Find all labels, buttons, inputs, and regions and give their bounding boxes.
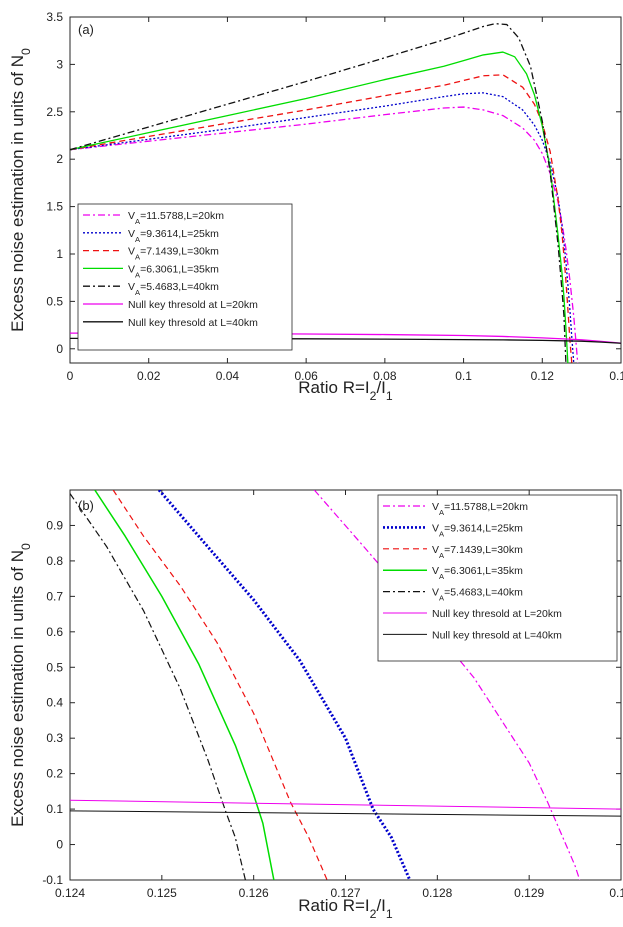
legend-label-main: V [432,565,439,577]
legend: VA=11.5788,L=20kmVA=9.3614,L=25kmVA=7.14… [378,495,617,661]
series-line-2 [159,490,410,880]
x-axis-label-part: /I [376,896,385,915]
y-tick-label: 0.5 [46,294,63,308]
panel-a: 0 0.02 0.04 0.06 0.08 0.1 0.12 0.14 0 0.5 1 1.5 2 2.5… [8,10,623,403]
x-axis-label-part: Ratio R=I [298,896,369,915]
y-axis-label: Excess noise estimation in units of N0 [8,543,33,827]
y-tick-label: 2 [56,152,63,166]
y-tick-label: 3.5 [46,10,63,24]
y-tick-label: 0.8 [46,554,63,568]
legend-label-main: V [128,228,135,240]
x-tick-label: 0.04 [216,369,240,383]
y-tick-label: 2.5 [46,105,63,119]
legend-label-rest: =6.3061,L=35km [140,263,219,275]
series-line-3 [113,490,327,880]
x-tick-label: 0 [67,369,74,383]
y-axis-label: Excess noise estimation in units of N0 [8,48,33,332]
legend-label-main: Null key thresold at L=20km [432,608,562,620]
legend-label-main: V [128,281,135,293]
panel-label: (b) [78,498,94,513]
x-tick-label: 0.129 [514,886,544,900]
legend-label-rest: =6.3061,L=35km [444,565,523,577]
x-axis-label-part: 1 [386,389,393,403]
x-tick-label: 0.12 [531,369,555,383]
series-line-6 [70,800,621,809]
y-tick-label: 0 [56,342,63,356]
x-axis-label-part: 1 [386,907,393,921]
y-axis-label-part: 0 [19,48,33,55]
y-axis-label-part: Excess noise estimation in units of N [8,55,27,332]
legend-label-main: V [432,587,439,599]
series-line-7 [70,811,621,816]
series-line-5 [70,494,245,880]
y-tick-label: 0.7 [46,589,63,603]
panel-label: (a) [78,22,94,37]
legend-label-rest: =11.5788,L=20km [140,210,224,222]
legend-label-rest: =7.1439,L=30km [140,246,219,258]
x-axis-label-part: /I [376,378,385,397]
series-line-4 [95,490,274,880]
y-tick-label: 1.5 [46,200,63,214]
y-tick-label: 0.1 [46,802,63,816]
x-axis-label: Ratio R=I2/I1 [298,378,393,403]
x-tick-label: 0.14 [609,369,623,383]
legend-label-main: V [128,246,135,258]
legend-label-main: Null key thresold at L=20km [128,299,258,311]
legend-label-rest: =5.4683,L=40km [140,281,219,293]
y-axis-label-part: 0 [19,543,33,550]
x-axis-label-part: Ratio R=I [298,378,369,397]
x-tick-label: 0.124 [55,886,85,900]
x-tick-label: 0.13 [609,886,623,900]
legend-label-rest: =11.5788,L=20km [444,501,528,513]
x-tick-label: 0.1 [455,369,472,383]
legend-entry: Null key thresold at L=20km [128,299,258,311]
x-tick-label: 0.128 [422,886,452,900]
y-tick-label: 0.2 [46,767,63,781]
y-tick-label: 1 [56,247,63,261]
x-tick-label: 0.126 [239,886,269,900]
y-tick-label: 0 [56,838,63,852]
x-tick-label: 0.02 [137,369,161,383]
y-tick-label: 0.3 [46,731,63,745]
legend-label-main: V [432,544,439,556]
legend-entry: Null key thresold at L=20km [432,608,562,620]
y-tick-label: 0.4 [46,696,63,710]
x-axis-label: Ratio R=I2/I1 [298,896,393,921]
y-tick-label: -0.1 [42,873,63,887]
legend-entry: Null key thresold at L=40km [128,317,258,329]
legend-entry: Null key thresold at L=40km [432,629,562,641]
legend-label-rest: =9.3614,L=25km [140,228,219,240]
legend: VA=11.5788,L=20kmVA=9.3614,L=25kmVA=7.14… [78,204,292,350]
legend-label-rest: =7.1439,L=30km [444,544,523,556]
legend-label-main: Null key thresold at L=40km [432,629,562,641]
legend-label-main: V [128,263,135,275]
legend-label-main: Null key thresold at L=40km [128,317,258,329]
legend-label-rest: =5.4683,L=40km [444,587,523,599]
y-tick-label: 3 [56,57,63,71]
y-axis-label-part: Excess noise estimation in units of N [8,550,27,827]
y-tick-label: 0.5 [46,660,63,674]
legend-label-main: V [432,522,439,534]
panel-b: 0.124 0.125 0.126 0.127 0.128 0.129 0.13 -0.1 0 0… [8,490,623,921]
legend-label-main: V [128,210,135,222]
y-tick-label: 0.6 [46,625,63,639]
y-tick-label: 0.9 [46,518,63,532]
legend-label-main: V [432,501,439,513]
legend-label-rest: =9.3614,L=25km [444,522,523,534]
x-tick-label: 0.125 [147,886,177,900]
